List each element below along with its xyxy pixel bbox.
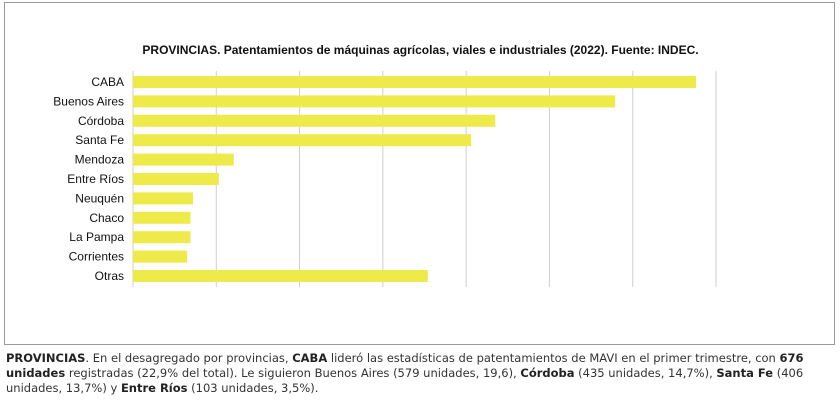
category-label: Buenos Aires — [53, 94, 124, 108]
category-label: Santa Fe — [75, 133, 124, 147]
chart-title: PROVINCIAS. Patentamientos de máquinas a… — [142, 43, 699, 57]
caption-text: (406 unidades, 13,7%) y — [6, 366, 804, 395]
caption-highlight-caba: CABA — [292, 351, 328, 365]
caption-text: . En el desagregado por provincias, — [85, 351, 293, 365]
category-label: Entre Ríos — [67, 172, 124, 186]
bar — [133, 76, 697, 88]
bar — [133, 211, 191, 224]
category-label: Córdoba — [78, 114, 124, 128]
category-label: Neuquén — [75, 191, 124, 205]
bar — [133, 192, 193, 205]
caption-highlight-units: 676 unidades — [6, 351, 804, 380]
bar — [133, 231, 191, 244]
category-label: Mendoza — [75, 153, 125, 167]
bar — [133, 95, 616, 108]
caption-heading: PROVINCIAS — [6, 351, 86, 365]
caption-text: (435 unidades, 14,7%), — [574, 366, 717, 380]
category-label: La Pampa — [69, 230, 124, 244]
category-label: CABA — [91, 75, 124, 89]
caption-highlight-entre-rios: Entre Ríos — [120, 381, 188, 395]
bar — [133, 114, 496, 127]
chart-caption: PROVINCIAS. En el desagregado por provin… — [6, 351, 836, 396]
bar — [133, 134, 472, 147]
bar — [133, 250, 188, 263]
caption-highlight-cordoba: Córdoba — [520, 366, 575, 380]
category-label: Chaco — [89, 211, 124, 225]
caption-text: (103 unidades, 3,5%). — [187, 381, 319, 395]
bar — [133, 153, 234, 166]
bar — [133, 270, 428, 282]
category-label: Corrientes — [69, 250, 124, 264]
bar — [133, 173, 219, 185]
caption-text: lideró las estadísticas de patentamiento… — [327, 351, 780, 365]
bar-chart: CABA Buenos Aires Córdoba Santa Fe Mendoza En… — [53, 71, 717, 287]
caption-highlight-santa-fe: Santa Fe — [716, 366, 774, 380]
category-label: Otras — [95, 269, 124, 283]
caption-text: registradas (22,9% del total). Le siguie… — [65, 366, 521, 380]
chart-frame: PROVINCIAS. Patentamientos de máquinas a… — [4, 2, 835, 345]
